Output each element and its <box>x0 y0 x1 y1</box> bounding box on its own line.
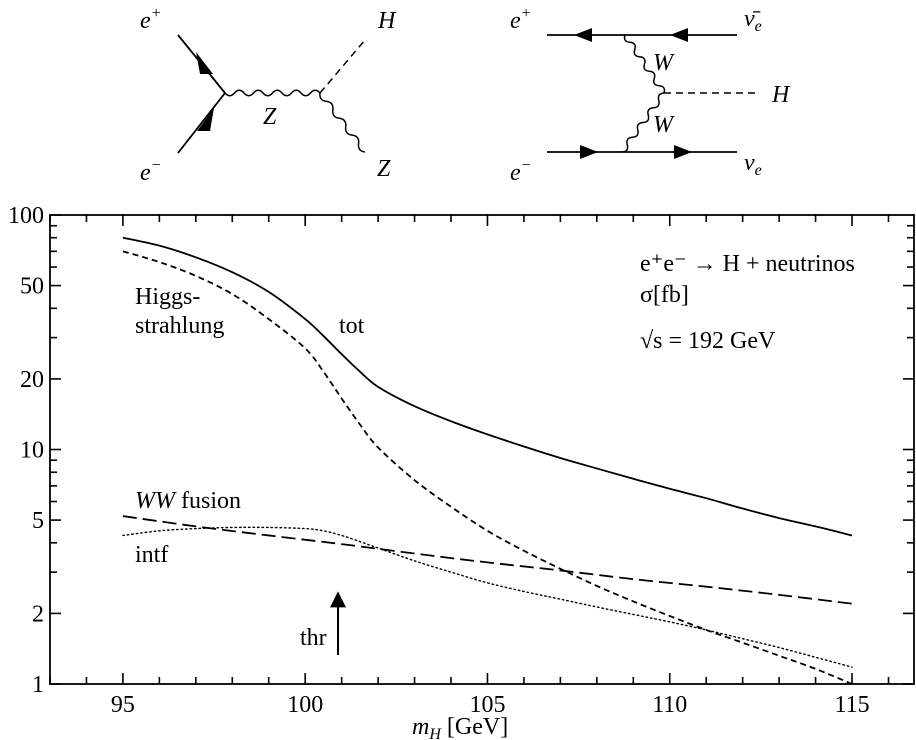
x-tick-label: 110 <box>652 692 687 718</box>
threshold-label: thr <box>300 625 327 651</box>
series-line-higgs-strahlung <box>122 250 853 685</box>
fermion-arrow-icon <box>670 28 688 42</box>
y-tick-label: 1 <box>32 672 44 698</box>
y-tick-label: 10 <box>20 438 44 464</box>
z-outgoing-label: Z <box>377 156 391 182</box>
higgs-line <box>319 39 366 94</box>
w-upper-label: W <box>653 50 675 76</box>
process-label: e⁺e⁻ → H + neutrinos <box>640 251 855 277</box>
series-label-ww-fusion: WW fusion <box>135 488 241 514</box>
electron-line <box>177 92 226 154</box>
fermion-arrow-icon <box>197 108 214 131</box>
energy-label: √s = 192 GeV <box>640 328 776 354</box>
axis-ticks: 95 100 105 110 115 1 2 5 10 20 50 100 <box>8 203 914 718</box>
w-lower-line <box>621 92 665 153</box>
series-line-tot <box>122 236 853 537</box>
y-quantity-label: σ[fb] <box>640 282 689 308</box>
cross-section-plot: 95 100 105 110 115 1 2 5 10 20 50 100 Higgs- strahl… <box>8 203 915 740</box>
e-minus-label: e− <box>510 157 531 186</box>
x-axis-label: mH [GeV] <box>412 714 508 740</box>
series-line-ww-fusion <box>122 515 853 605</box>
y-tick-label: 2 <box>32 601 44 627</box>
x-tick-label: 105 <box>469 692 505 718</box>
higgs-label: H <box>377 8 397 34</box>
x-tick-label: 115 <box>834 692 869 718</box>
y-tick-label: 100 <box>8 203 44 229</box>
fermion-arrow-icon <box>580 145 598 159</box>
y-tick-label: 5 <box>32 508 44 534</box>
z-outgoing-line <box>319 92 366 153</box>
series-label-intf: intf <box>135 542 168 568</box>
series-lines <box>122 236 853 685</box>
x-tick-label: 95 <box>111 692 135 718</box>
feynman-diagram-higgsstrahlung: e+ e− H Z Z <box>140 5 397 186</box>
series-label-higgsstrahlung-line1: Higgs- <box>135 284 200 310</box>
antineutrino-label: ν̄e <box>744 6 762 35</box>
w-upper-line <box>623 34 666 94</box>
e-minus-label: e− <box>140 157 161 186</box>
neutrino-label: νe <box>744 150 762 179</box>
x-tick-label: 100 <box>287 692 323 718</box>
z-propagator-label: Z <box>263 104 277 130</box>
fermion-arrow-icon <box>196 52 213 74</box>
fermion-arrow-icon <box>574 28 592 42</box>
e-plus-label: e+ <box>140 5 161 34</box>
y-tick-label: 50 <box>20 274 44 300</box>
series-line-intf <box>122 526 853 668</box>
w-lower-label: W <box>653 112 675 138</box>
y-tick-label: 20 <box>20 367 44 393</box>
higgs-label: H <box>771 82 791 108</box>
z-propagator-line <box>224 89 321 97</box>
fermion-arrow-icon <box>674 145 692 159</box>
feynman-diagram-ww-fusion: e+ e− ν̄e νe W W H <box>510 5 791 186</box>
e-plus-label: e+ <box>510 5 531 34</box>
series-label-higgsstrahlung-line2: strahlung <box>135 313 224 339</box>
series-label-tot: tot <box>339 313 365 339</box>
